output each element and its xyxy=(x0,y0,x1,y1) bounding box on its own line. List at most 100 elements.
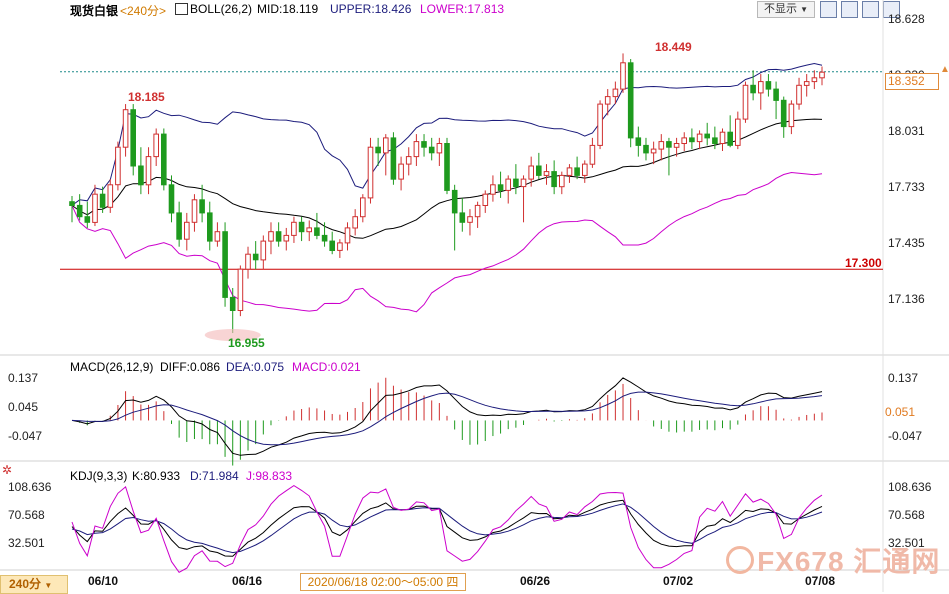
kdj-tick: 108.636 xyxy=(888,480,932,494)
price-tick: 17.136 xyxy=(888,292,925,306)
grid-view-icon[interactable] xyxy=(820,1,837,18)
candle-body xyxy=(666,141,672,148)
low-annotation: 16.955 xyxy=(228,336,265,350)
candle-body xyxy=(145,156,152,186)
candle-body xyxy=(551,171,557,188)
candle-body xyxy=(796,84,802,105)
kdj-tick: 108.636 xyxy=(8,480,52,494)
macd-dea: DEA:0.075 xyxy=(226,360,285,374)
candle-body xyxy=(528,165,535,180)
candle-body xyxy=(138,165,144,186)
candle-body xyxy=(513,178,519,188)
candle-body xyxy=(115,146,121,186)
candle-body xyxy=(283,234,290,242)
candle-body xyxy=(207,212,213,242)
level-annotation: 17.300 xyxy=(845,256,882,270)
period-tab[interactable]: 240分 ▼ xyxy=(0,575,68,594)
candle-body xyxy=(153,133,159,158)
period-label: <240分> xyxy=(120,4,167,18)
candle-body xyxy=(658,141,665,150)
candle-body xyxy=(375,146,381,154)
macd-tick: -0.047 xyxy=(8,429,43,443)
candle-body xyxy=(367,146,374,199)
candle-body xyxy=(650,148,657,154)
list-view-icon[interactable] xyxy=(862,1,879,18)
candle-body xyxy=(76,204,83,218)
candle-body xyxy=(459,212,466,223)
candle-body xyxy=(390,137,397,180)
symbol-label: 现货白银 xyxy=(70,4,119,18)
candle-body xyxy=(597,103,603,146)
macd-current: 0.051 xyxy=(885,405,916,419)
candle-body xyxy=(245,253,251,270)
candle-body xyxy=(620,62,626,90)
candle-body xyxy=(566,167,573,176)
candle-body xyxy=(107,184,114,208)
candle-body xyxy=(122,109,129,148)
boll-upper: UPPER:18.426 xyxy=(330,2,412,16)
candle-body xyxy=(436,143,443,154)
candle-body xyxy=(252,253,259,261)
date-tick: 07/08 xyxy=(805,574,836,588)
cursor-time-box: 2020/06/18 02:00～05:00 四 xyxy=(300,573,466,591)
candle-body xyxy=(237,268,244,312)
candle-body xyxy=(712,137,718,144)
candle-body xyxy=(352,216,358,229)
macd-tick: -0.047 xyxy=(888,429,923,443)
candle-body xyxy=(451,189,458,214)
kdj-tick: 32.501 xyxy=(888,536,925,550)
price-tick: 18.628 xyxy=(888,12,925,26)
candle-body xyxy=(574,167,580,176)
candle-body xyxy=(604,96,611,105)
boll-mid-line xyxy=(71,118,823,239)
candle-body xyxy=(168,184,175,214)
candle-body xyxy=(765,81,772,90)
candle-body xyxy=(344,227,351,244)
candle-body xyxy=(719,131,726,144)
kdj-d: D:71.984 xyxy=(190,469,239,483)
kdj-tick: 70.568 xyxy=(8,508,45,522)
candle-body xyxy=(383,137,389,154)
candle-body xyxy=(811,77,818,83)
kdj-k: K:80.933 xyxy=(132,469,181,483)
candle-body xyxy=(727,131,734,146)
candle-body xyxy=(260,240,267,261)
macd-dea-line xyxy=(71,391,823,446)
candle-body xyxy=(321,234,328,242)
kdj-j-line xyxy=(71,485,823,573)
display-dropdown-label: 不显示 xyxy=(764,3,797,15)
layout-icon[interactable] xyxy=(841,1,858,18)
candle-body xyxy=(222,231,228,298)
candle-body xyxy=(497,184,504,191)
current-price-box: 18.352 xyxy=(885,73,939,90)
sun-icon[interactable]: ✲ xyxy=(2,463,13,477)
boll-toggle-icon[interactable] xyxy=(175,3,188,15)
candle-body xyxy=(696,133,703,143)
candle-body xyxy=(92,193,98,223)
chevron-down-icon: ▼ xyxy=(800,5,808,14)
candle-body xyxy=(819,71,825,79)
candle-body xyxy=(291,221,297,236)
period-tab-label: 240分 xyxy=(9,577,42,591)
boll-label: BOLL(26,2) xyxy=(190,2,253,16)
candle-body xyxy=(214,231,221,242)
candle-body xyxy=(612,88,619,98)
date-tick: 06/16 xyxy=(232,574,263,588)
candle-body xyxy=(329,240,335,252)
candle-body xyxy=(803,81,810,86)
macd-diff: DIFF:0.086 xyxy=(160,360,221,374)
candle-body xyxy=(444,143,450,191)
candle-body xyxy=(704,133,711,139)
kdj-d-line xyxy=(71,503,823,554)
display-dropdown[interactable]: 不显示 ▼ xyxy=(757,1,815,18)
date-tick: 06/10 xyxy=(88,574,119,588)
watermark-text: FX678 汇通网 xyxy=(757,546,941,577)
candle-body xyxy=(520,178,527,188)
candle-body xyxy=(559,174,565,188)
candle-body xyxy=(773,88,779,101)
boll-upper-line xyxy=(71,62,823,206)
candle-body xyxy=(490,184,496,195)
candle-body xyxy=(474,204,481,218)
kdj-k-line xyxy=(71,499,823,557)
